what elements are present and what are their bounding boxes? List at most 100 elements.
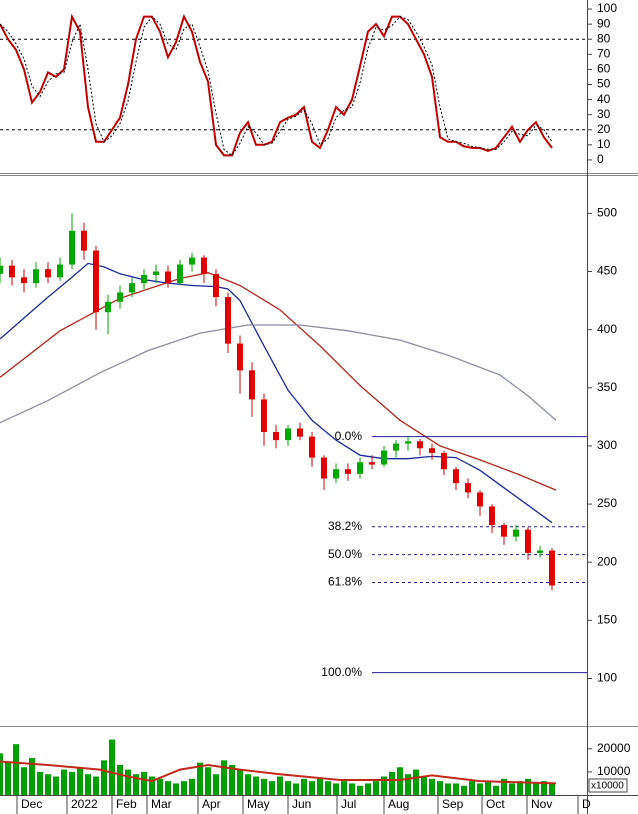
fibonacci-label: 100.0% (321, 665, 362, 679)
volume-bar (181, 781, 187, 795)
candle-body (321, 457, 327, 479)
volume-bar (397, 767, 403, 795)
volume-bar (453, 783, 459, 795)
x-tick-label: Mar (151, 797, 172, 811)
volume-average (0, 760, 557, 785)
x-tick-label: Oct (486, 797, 505, 811)
volume-bar (341, 781, 347, 795)
volume-bar (365, 783, 371, 795)
candle-body (93, 250, 99, 313)
candle-body (117, 292, 123, 302)
candle-body (129, 283, 135, 293)
candle-body (441, 452, 447, 470)
volume-bar (533, 783, 539, 795)
volume-bar (477, 783, 483, 795)
volume-bar (517, 781, 523, 795)
volume-bar (157, 778, 163, 795)
candle-body (189, 257, 195, 265)
volume-bar (389, 771, 395, 795)
candle-body (333, 469, 339, 479)
moving-average (0, 272, 557, 491)
candle-body (225, 297, 231, 344)
candle-body (165, 271, 171, 284)
y-tick-label: 300 (597, 438, 617, 452)
oscillator-line (0, 15, 553, 157)
volume-bar (197, 762, 203, 795)
x-tick-label: Apr (202, 797, 221, 811)
volume-bar (293, 783, 299, 795)
volume-bar (29, 758, 35, 795)
volume-bar (285, 781, 291, 795)
y-tick-label: 20000 (597, 741, 631, 755)
volume-bar (221, 760, 227, 795)
candle-body (417, 441, 423, 449)
candle-body (141, 275, 147, 284)
candle-body (477, 492, 483, 507)
candle-body (261, 399, 267, 432)
moving-average (0, 262, 553, 524)
volume-bar (229, 764, 235, 795)
candle-body (513, 529, 519, 537)
volume-bar (37, 771, 43, 795)
volume-bar (69, 771, 75, 795)
volume-bar (0, 753, 3, 795)
y-tick-label: 70 (597, 46, 611, 60)
volume-bar (277, 776, 283, 795)
x-tick-label: Nov (531, 797, 552, 811)
volume-bar (461, 785, 467, 795)
candle-body (57, 264, 63, 278)
candle-body (177, 264, 183, 284)
volume-bar (301, 778, 307, 795)
y-tick-label: 450 (597, 264, 617, 278)
candle-body (33, 269, 39, 284)
candle-body (285, 428, 291, 441)
x-tick-label: Dec (21, 797, 42, 811)
y-tick-label: 60 (597, 62, 611, 76)
volume-bar (373, 781, 379, 795)
volume-bar (85, 774, 91, 795)
x-tick-label: D (582, 797, 591, 811)
candle-body (201, 257, 207, 274)
volume-bar (125, 769, 131, 795)
volume-bar (509, 783, 515, 795)
candle-body (369, 462, 375, 465)
volume-bar (501, 778, 507, 795)
fibonacci-label: 0.0% (335, 429, 363, 443)
x-tick-label: Jun (292, 797, 311, 811)
candle-body (525, 529, 531, 553)
candle-body (345, 469, 351, 474)
volume-bar (53, 776, 59, 795)
y-tick-label: 0 (597, 152, 604, 166)
volume-bar (309, 781, 315, 795)
volume-bar (77, 767, 83, 795)
volume-bar (357, 785, 363, 795)
x-tick-label: Jul (341, 797, 356, 811)
candle-body (213, 273, 219, 298)
fibonacci-label: 61.8% (328, 575, 362, 589)
volume-bar (45, 774, 51, 795)
volume-bar (149, 776, 155, 795)
volume-bar (261, 778, 267, 795)
volume-bar (333, 783, 339, 795)
y-tick-label: 90 (597, 16, 611, 30)
volume-bar (245, 774, 251, 795)
fibonacci-label: 50.0% (328, 547, 362, 561)
volume-bar (413, 769, 419, 795)
x-tick-label: Aug (388, 797, 409, 811)
candle-body (429, 448, 435, 453)
y-tick-label: 100 (597, 1, 617, 15)
volume-bar (525, 778, 531, 795)
candle-body (297, 428, 303, 437)
x-tick-label: 2022 (71, 797, 98, 811)
candle-body (489, 506, 495, 525)
volume-bar (133, 774, 139, 795)
candle-body (249, 370, 255, 400)
candle-body (69, 230, 75, 265)
volume-bar (141, 771, 147, 795)
volume-bar (541, 781, 547, 795)
oscillator-line (0, 13, 553, 157)
volume-bar (549, 783, 555, 795)
volume-bar (469, 781, 475, 795)
volume-bar (445, 783, 451, 795)
